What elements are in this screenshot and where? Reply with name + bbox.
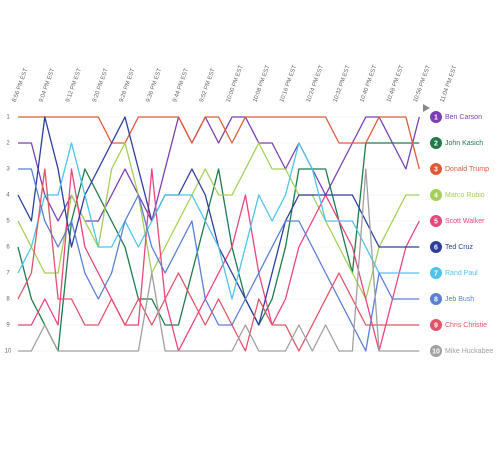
y-tick-label: 7 xyxy=(6,271,10,277)
x-tick-label: 10:16 PM EST xyxy=(279,64,298,103)
legend-label: Ben Carson xyxy=(445,114,482,121)
legend-rank: 3 xyxy=(434,166,438,173)
series-line xyxy=(17,168,420,352)
legend-badge xyxy=(430,293,442,305)
legend-badge xyxy=(430,267,442,279)
y-tick-label: 2 xyxy=(6,141,10,147)
legend-rank: 2 xyxy=(434,140,438,147)
y-tick-label: 8 xyxy=(6,297,10,303)
legend-rank: 6 xyxy=(434,244,438,251)
legend-rank: 10 xyxy=(432,348,440,355)
legend-label: Ted Cruz xyxy=(445,244,474,251)
x-tick-label: 9:28 PM EST xyxy=(119,67,137,103)
legend-rank: 5 xyxy=(434,218,438,225)
legend-badge xyxy=(430,137,442,149)
legend-badge xyxy=(430,111,442,123)
legend-label: Scott Walker xyxy=(445,218,485,225)
x-tick-label: 10:08 PM EST xyxy=(252,64,271,103)
legend-badge xyxy=(430,345,442,357)
legend-label: Jeb Bush xyxy=(445,296,474,303)
series-line xyxy=(18,168,420,352)
x-tick-label: 9:04 PM EST xyxy=(38,67,56,103)
legend-rank: 7 xyxy=(434,270,438,277)
legend-label: Mike Huckabee xyxy=(445,348,493,355)
x-tick-label: 9:36 PM EST xyxy=(145,67,163,103)
legend-label: Rand Paul xyxy=(445,270,478,277)
legend-label: Donald Trump xyxy=(445,166,489,173)
x-tick-label: 11:04 PM EST xyxy=(440,65,459,104)
legend-rank: 4 xyxy=(434,192,438,199)
x-tick-label: 9:44 PM EST xyxy=(172,67,190,103)
series-line xyxy=(18,168,420,352)
x-tick-label: 9:12 PM EST xyxy=(65,67,83,103)
legend-badge xyxy=(430,241,442,253)
y-tick-label: 1 xyxy=(6,115,10,121)
x-tick-label: 9:52 PM EST xyxy=(199,67,217,103)
x-tick-label: 10:56 PM EST xyxy=(413,64,432,103)
legend-label: John Kasich xyxy=(445,140,483,147)
x-tick-label: 10:24 PM EST xyxy=(306,64,325,103)
legend-label: Chris Christie xyxy=(445,322,487,329)
x-tick-label: 9:20 PM EST xyxy=(92,67,110,103)
y-tick-label: 5 xyxy=(6,219,10,225)
legend-rank: 8 xyxy=(434,296,438,303)
x-tick-label: 8:56 PM EST xyxy=(12,67,30,103)
y-tick-label: 9 xyxy=(6,323,10,329)
x-tick-label: 10:40 PM EST xyxy=(359,64,378,103)
series-line xyxy=(18,168,420,352)
y-tick-label: 4 xyxy=(6,193,10,199)
series-line xyxy=(18,116,420,170)
x-tick-label: 10:00 PM EST xyxy=(226,64,245,103)
series-line xyxy=(17,142,420,300)
legend-badge xyxy=(430,189,442,201)
y-tick-label: 3 xyxy=(6,167,10,173)
x-tick-label: 10:32 PM EST xyxy=(333,64,352,103)
y-tick-label: 10 xyxy=(5,349,12,355)
legend-rank: 9 xyxy=(434,322,438,329)
y-tick-label: 6 xyxy=(6,245,10,251)
legend-badge xyxy=(430,163,442,175)
x-tick-label: 10:48 PM EST xyxy=(386,64,405,103)
series-line xyxy=(17,142,420,300)
legend-rank: 1 xyxy=(434,114,438,121)
cursor-marker xyxy=(423,104,430,112)
legend-badge xyxy=(430,319,442,331)
legend-label: Marco Rubio xyxy=(445,192,485,199)
legend-badge xyxy=(430,215,442,227)
